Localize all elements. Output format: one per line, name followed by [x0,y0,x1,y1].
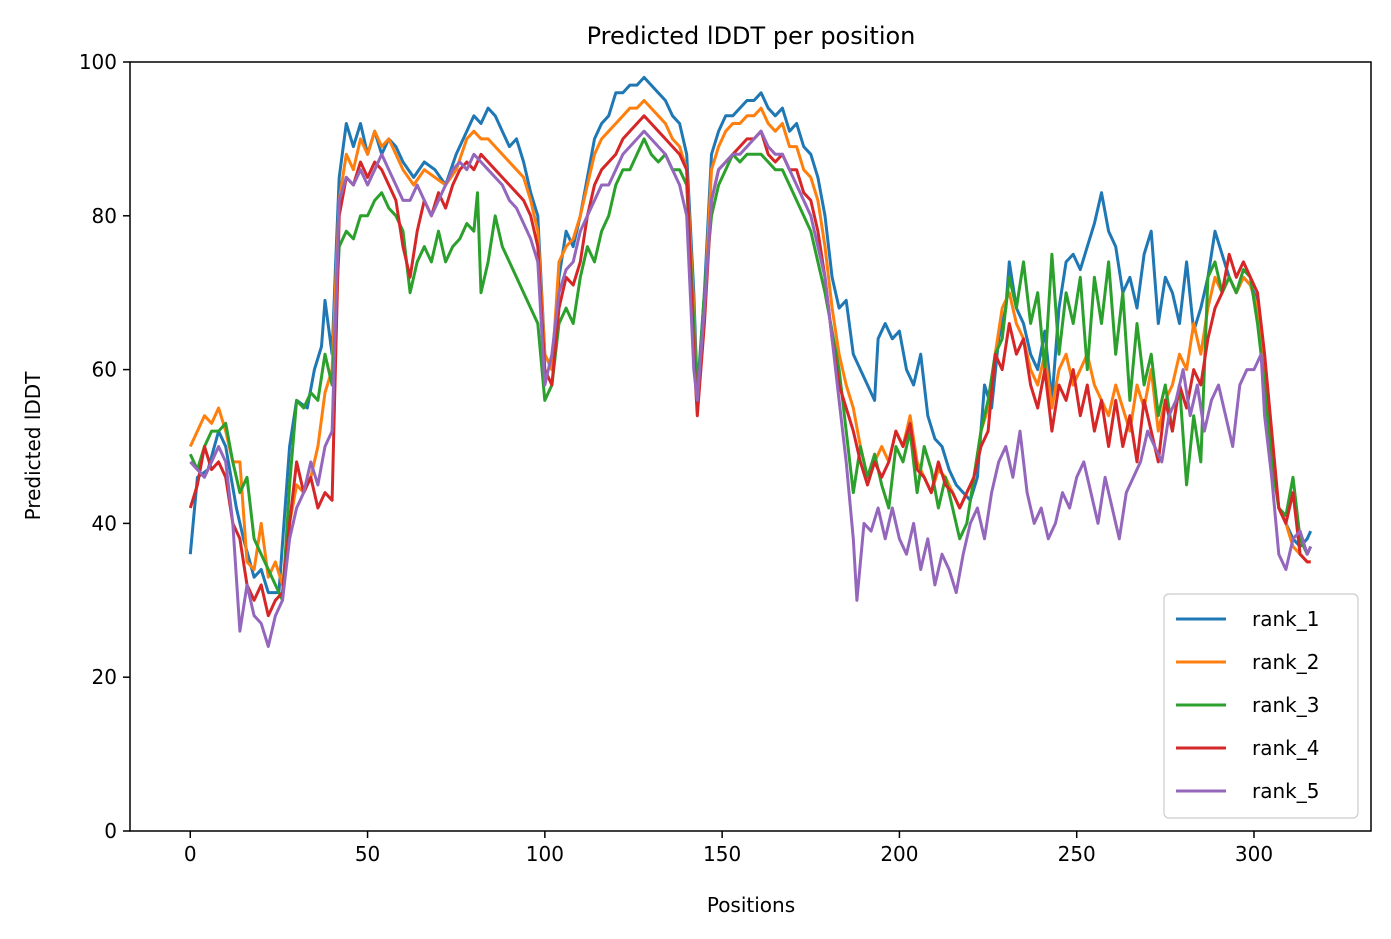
y-axis: 0 20 40 60 80 100 [79,50,130,843]
legend-label-rank-5: rank_5 [1252,779,1319,803]
plot-frame [129,61,1372,832]
series-line-rank-4 [188,114,1311,618]
y-tick-label: 100 [79,50,117,74]
legend-label-rank-1: rank_1 [1252,607,1319,631]
x-tick-label: 100 [526,842,564,866]
legend: rank_1 rank_2 rank_3 rank_4 rank_5 [1163,593,1359,819]
series-layer [188,75,1313,648]
legend-label-rank-2: rank_2 [1252,650,1319,674]
series-line-rank-2 [188,99,1311,587]
legend-label-rank-4: rank_4 [1252,736,1319,760]
x-tick-label: 150 [703,842,741,866]
y-tick-label: 0 [104,819,117,843]
x-tick-label: 0 [184,842,197,866]
x-tick-label: 300 [1235,842,1273,866]
legend-items: rank_1 rank_2 rank_3 rank_4 rank_5 [1176,607,1319,803]
y-tick-label: 40 [92,511,117,535]
y-tick-label: 60 [92,358,117,382]
y-tick-label: 80 [92,204,117,228]
x-axis-label: Positions [707,893,795,917]
chart-title: Predicted lDDT per position [587,22,916,50]
x-tick-label: 250 [1058,842,1096,866]
series-line-rank-5 [189,129,1313,648]
y-tick-label: 20 [92,665,117,689]
y-axis-label: Predicted lDDT [21,371,45,521]
legend-label-rank-3: rank_3 [1252,693,1319,717]
legend-box [1163,593,1359,819]
x-tick-label: 50 [355,842,380,866]
x-tick-label: 200 [880,842,918,866]
series-line-rank-3 [188,137,1313,602]
x-axis: 0 50 100 150 200 250 300 [184,831,1273,866]
